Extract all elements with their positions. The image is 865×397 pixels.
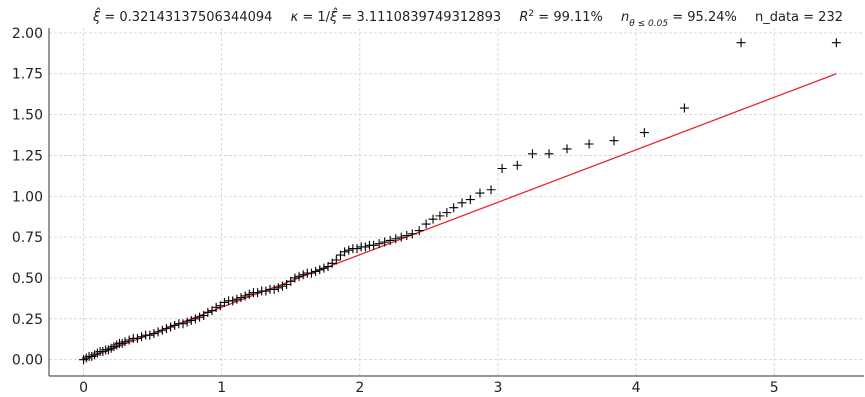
data-point (486, 185, 496, 195)
data-point (340, 247, 350, 257)
x-tick-label: 2 (355, 380, 364, 396)
x-tick-label: 4 (632, 380, 641, 396)
data-point (190, 314, 200, 324)
data-point (442, 208, 452, 218)
data-point (402, 230, 412, 240)
data-point (240, 291, 250, 301)
data-point (679, 103, 689, 113)
title-kappa-value: 3.1110839749312893 (356, 10, 501, 25)
data-point (170, 320, 180, 330)
data-point (380, 237, 390, 247)
y-tick-label: 1.50 (12, 108, 43, 124)
data-point (391, 234, 401, 244)
tick-labels: 0 1 2 3 4 5 0.00 0.25 0.50 0.75 1.00 1.25 1.50 1.75 2.… (12, 26, 779, 396)
data-point (512, 160, 522, 170)
data-point (414, 226, 424, 236)
data-point (203, 307, 213, 317)
data-point (497, 164, 507, 174)
data-point (527, 149, 537, 159)
grid (49, 28, 864, 376)
data-point (331, 255, 341, 265)
x-tick-label: 3 (493, 380, 502, 396)
data-point (374, 239, 384, 249)
data-point (253, 288, 263, 298)
data-point (294, 271, 304, 281)
data-point (584, 139, 594, 149)
data-point (211, 302, 221, 312)
data-point (124, 335, 134, 345)
data-point (161, 324, 171, 334)
data-point (166, 322, 176, 332)
y-tick-label: 0.25 (12, 312, 43, 328)
data-point (178, 319, 188, 329)
data-point (352, 244, 362, 254)
data-point (273, 283, 283, 293)
data-point (232, 294, 242, 304)
data-point (736, 38, 746, 48)
data-point (831, 38, 841, 48)
data-point (421, 219, 431, 229)
y-tick-label: 0.00 (12, 353, 43, 369)
title-ndata-value: 232 (818, 10, 843, 25)
y-tick-label: 1.75 (12, 67, 43, 83)
data-point (385, 235, 395, 245)
y-tick-label: 1.00 (12, 189, 43, 205)
data-point (475, 188, 485, 198)
data-point (137, 332, 147, 342)
title-ntheta-value: 95.24% (687, 10, 737, 25)
data-point (407, 229, 417, 239)
data-point (219, 297, 229, 307)
data-point (298, 270, 308, 280)
data-point (261, 286, 271, 296)
x-tick-label: 5 (770, 380, 779, 396)
y-tick-label: 1.25 (12, 148, 43, 164)
data-point (244, 289, 254, 299)
data-point (277, 281, 287, 291)
data-point (228, 296, 238, 306)
data-point (195, 312, 205, 322)
title-xi-value: 0.32143137506344094 (119, 10, 272, 25)
data-point (182, 317, 192, 327)
data-point (319, 263, 329, 273)
data-point (306, 268, 316, 278)
data-point (465, 195, 475, 205)
data-point (149, 329, 159, 339)
y-tick-label: 0.50 (12, 271, 43, 287)
data-point (344, 245, 354, 255)
x-tick-label: 1 (217, 380, 226, 396)
data-point (145, 330, 155, 340)
data-point (236, 293, 246, 303)
data-point (639, 128, 649, 138)
data-point (290, 273, 300, 283)
data-point (609, 136, 619, 146)
data-point (435, 211, 445, 221)
axes (48, 28, 864, 377)
data-point (544, 149, 554, 159)
data-point (360, 242, 370, 252)
x-tick-label: 0 (79, 380, 88, 396)
data-point (120, 337, 130, 347)
data-point (186, 315, 196, 325)
data-point (369, 240, 379, 250)
y-tick-label: 0.75 (12, 230, 43, 246)
data-point (449, 203, 459, 213)
chart-title: ξ̂ = 0.32143137506344094 κ = 1/ξ̂ = 3.11… (92, 8, 843, 29)
data-point (269, 284, 279, 294)
data-point (315, 265, 325, 275)
data-point (457, 198, 467, 208)
y-tick-label: 2.00 (12, 26, 43, 42)
title-r2-value: 99.11% (553, 10, 603, 25)
data-point (132, 333, 142, 343)
data-point (311, 266, 321, 276)
data-point (396, 232, 406, 242)
data-point (562, 144, 572, 154)
data-point (428, 214, 438, 224)
data-points (79, 38, 841, 365)
data-point (157, 325, 167, 335)
data-point (153, 327, 163, 337)
